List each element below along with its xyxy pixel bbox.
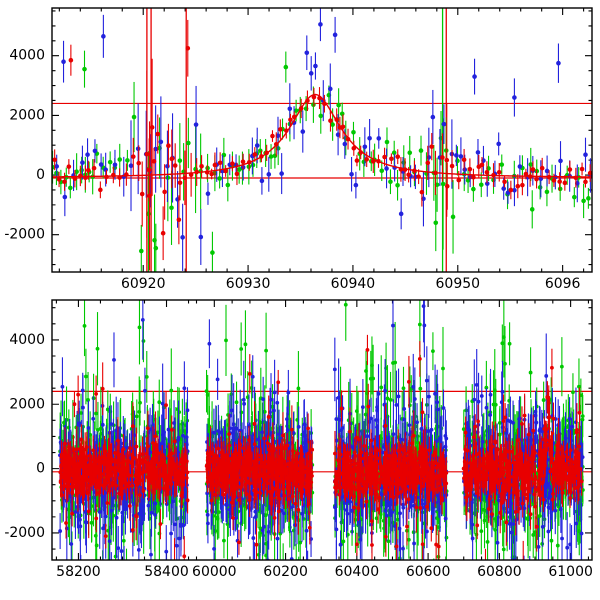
light-curve-figure <box>0 0 600 600</box>
light-curves-canvas <box>0 0 600 600</box>
